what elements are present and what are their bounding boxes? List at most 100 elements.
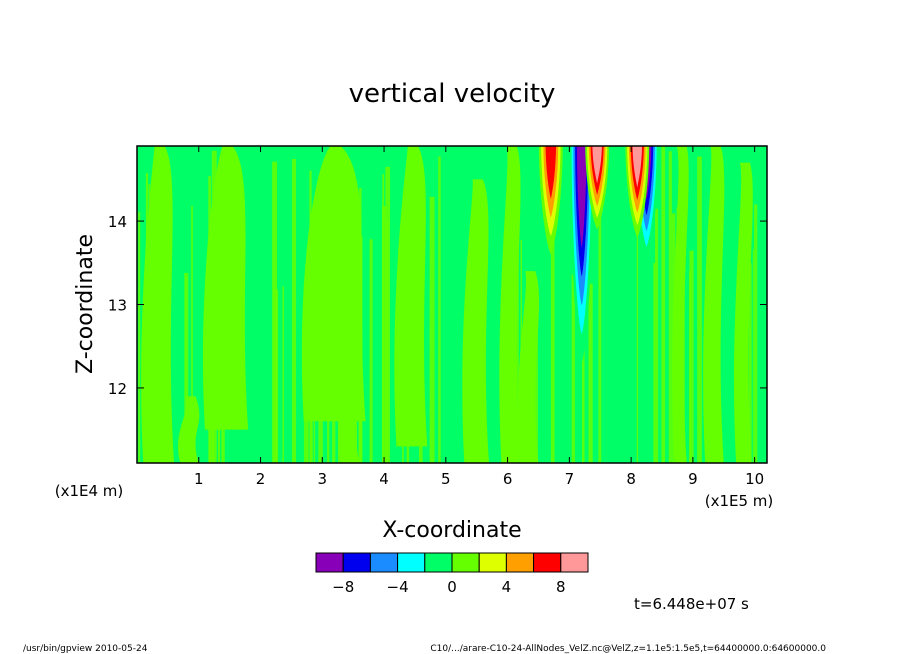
- colorbar-swatch: [397, 552, 426, 573]
- field-streak: [309, 170, 312, 463]
- field-streak: [429, 196, 435, 463]
- field-band: [462, 179, 490, 463]
- field-streak: [209, 232, 214, 463]
- time-label: t=6.448e+07 s: [634, 595, 749, 613]
- field-streak: [598, 205, 602, 463]
- field-streak: [343, 274, 347, 463]
- x-unit-label: (x1E5 m): [705, 492, 774, 510]
- field-streak: [337, 287, 341, 463]
- field-streak: [520, 240, 522, 463]
- field-feature: [592, 146, 602, 184]
- field-streak: [159, 154, 163, 463]
- chart-title: vertical velocity: [349, 79, 556, 109]
- y-unit-label: (x1E4 m): [55, 482, 124, 500]
- field-streak: [272, 161, 278, 463]
- field-streak: [668, 151, 672, 463]
- x-tick-label: 3: [318, 470, 328, 488]
- field-streak: [386, 220, 388, 463]
- field-streak: [382, 174, 385, 463]
- field-band: [734, 162, 753, 463]
- field-streak: [138, 211, 141, 463]
- field-streak: [148, 184, 151, 463]
- field-streak: [573, 179, 575, 463]
- field-streak: [516, 251, 519, 463]
- field-streak: [689, 250, 694, 463]
- field-streak: [482, 263, 486, 463]
- y-axis-label: Z-coordinate: [73, 234, 98, 374]
- footer-right: C10/.../arare-C10-24-AllNodes_VelZ.nc@Ve…: [430, 644, 826, 654]
- field-streak: [505, 204, 510, 463]
- colorbar-swatch: [560, 552, 589, 573]
- field-streak: [153, 221, 158, 463]
- plot-area: [137, 146, 767, 463]
- field-streak: [681, 286, 685, 463]
- x-axis: 1 2 3 4 5 6 7 8 9 10: [194, 146, 764, 488]
- field-streak: [208, 176, 212, 463]
- field-streak: [358, 188, 362, 463]
- colorbar-swatch: [342, 552, 371, 573]
- field-streak: [653, 263, 656, 463]
- footer-left: /usr/bin/gpview 2010-05-24: [23, 644, 148, 654]
- field-streak: [221, 173, 225, 463]
- field-streak: [588, 283, 593, 463]
- field-streak: [661, 146, 666, 463]
- colorbar-tick-label: 4: [502, 578, 512, 596]
- colorbar-swatch: [369, 552, 399, 573]
- field-streak: [438, 156, 441, 463]
- x-tick-label: 2: [256, 470, 266, 488]
- field-streak: [697, 156, 702, 463]
- x-tick-label: 4: [379, 470, 389, 488]
- field-streak: [636, 212, 639, 463]
- field-band: [672, 146, 689, 463]
- field-streak: [161, 206, 167, 463]
- x-tick-label: 6: [503, 470, 513, 488]
- field-streak: [369, 239, 373, 463]
- x-axis-label: X-coordinate: [382, 518, 521, 543]
- field-band: [517, 271, 540, 463]
- field-streak: [353, 249, 357, 463]
- field-streak: [191, 206, 193, 463]
- colorbar-swatch: [505, 552, 535, 573]
- x-tick-label: 7: [565, 470, 575, 488]
- x-tick-label: 10: [745, 470, 764, 488]
- field-streak: [327, 150, 330, 463]
- field-streak: [676, 207, 681, 463]
- field-streak: [318, 246, 323, 463]
- field-feature: [632, 146, 643, 188]
- y-tick-label: 14: [108, 213, 127, 231]
- x-tick-label: 1: [194, 470, 204, 488]
- y-axis: 12 13 14: [108, 213, 767, 398]
- colorbar-tick-label: 8: [556, 578, 566, 596]
- velocity-field: [138, 146, 758, 463]
- field-streak: [655, 208, 659, 463]
- field-streak: [419, 256, 423, 463]
- x-tick-label: 5: [441, 470, 451, 488]
- field-streak: [534, 281, 538, 463]
- field-streak: [571, 274, 574, 463]
- field-streak: [211, 150, 217, 463]
- field-streak: [217, 201, 221, 463]
- field-streak: [292, 158, 296, 463]
- field-streak: [508, 292, 512, 463]
- field-feature: [545, 146, 557, 200]
- colorbar-tick-label: 0: [447, 578, 457, 596]
- y-tick-label: 12: [108, 380, 127, 398]
- field-streak: [406, 289, 410, 463]
- field-streak: [671, 213, 676, 463]
- colorbar: −8 −4 0 4 8: [315, 552, 589, 596]
- x-tick-label: 8: [626, 470, 636, 488]
- field-streak: [754, 204, 758, 463]
- field-streak: [145, 173, 149, 463]
- field-streak: [282, 286, 284, 463]
- colorbar-swatch: [424, 552, 453, 573]
- field-band: [178, 396, 200, 463]
- y-tick-label: 13: [108, 297, 127, 315]
- field-streak: [303, 282, 309, 463]
- colorbar-swatch: [451, 552, 480, 573]
- field-streak: [714, 200, 720, 463]
- colorbar-swatch: [315, 552, 344, 573]
- field-streak: [211, 217, 214, 463]
- field-streak: [402, 228, 404, 463]
- field-streak: [752, 249, 754, 463]
